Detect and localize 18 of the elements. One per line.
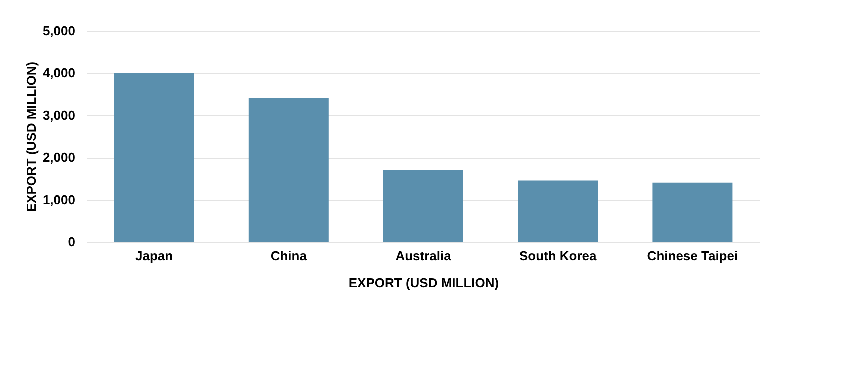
x-tick-label: China: [270, 248, 308, 264]
y-tick-label: 0: [68, 234, 76, 250]
bar: [114, 73, 194, 242]
y-tick-label: 1,000: [42, 192, 76, 208]
y-tick-label: 5,000: [42, 24, 76, 38]
x-tick-label: South Korea: [519, 248, 598, 264]
bar: [518, 180, 598, 242]
y-axis-title: EXPORT (USD MILLION): [24, 62, 39, 212]
x-tick-label: Australia: [396, 248, 452, 264]
bar: [384, 170, 464, 242]
bar: [652, 182, 733, 242]
x-tick-label: Chinese Taipei: [647, 248, 738, 264]
x-axis-title: EXPORT (USD MILLION): [348, 276, 500, 290]
x-tick-label: Japan: [136, 248, 174, 264]
y-tick-label: 2,000: [42, 150, 76, 166]
bar: [248, 98, 329, 242]
y-tick-label: 3,000: [42, 108, 76, 123]
y-tick-label: 4,000: [42, 66, 76, 81]
